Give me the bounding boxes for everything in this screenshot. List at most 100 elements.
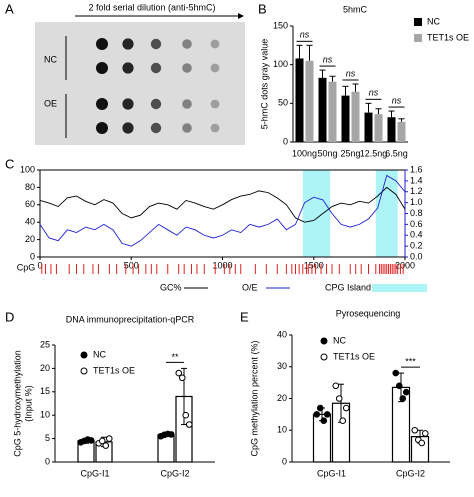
blot-dot <box>182 63 192 73</box>
blot-dot <box>210 63 220 73</box>
significance-label: ** <box>171 352 179 362</box>
data-line <box>39 174 406 247</box>
data-point <box>395 382 403 390</box>
x-tick-label: CpG-I1 <box>317 468 346 478</box>
y-tick-label: 20 <box>25 234 35 244</box>
data-point <box>98 437 106 445</box>
x-tick-label: CpG-I1 <box>80 468 109 478</box>
blot-dot <box>182 39 192 49</box>
data-point <box>342 404 350 412</box>
panel-label: E <box>240 309 249 324</box>
legend-label: TET1s OE <box>333 351 375 361</box>
y-tick-label: 10 <box>40 410 50 420</box>
data-point <box>335 395 343 402</box>
panel-label: A <box>5 1 14 16</box>
legend-swatch <box>414 34 422 42</box>
x-tick-label: 100ng <box>292 148 317 158</box>
annotation: ns <box>392 95 402 105</box>
bar <box>364 112 373 142</box>
data-point <box>411 426 419 434</box>
y-axis-label: (Input %) <box>23 385 33 422</box>
y-tick-label: 0 <box>45 456 50 466</box>
chart-title: DNA immunoprecipitation-qPCR <box>66 314 195 324</box>
chart-title: 5hmC <box>343 4 368 14</box>
legend-label: CPG Island <box>325 282 371 292</box>
data-point <box>392 369 400 377</box>
y-tick-label: 1.4 <box>410 175 423 185</box>
data-point <box>102 442 110 449</box>
blot-dot <box>210 39 220 49</box>
x-tick-label: CpG-I2 <box>160 468 189 478</box>
x-tick-label: 500 <box>124 260 139 270</box>
data-point <box>175 369 183 377</box>
blot-dot <box>96 38 108 50</box>
blot-dot <box>182 123 192 133</box>
y-tick-label: 80 <box>25 182 35 192</box>
bar <box>295 58 304 143</box>
row-label: OE <box>44 98 57 108</box>
legend-swatch <box>414 18 422 26</box>
y-tick-label: 1.6 <box>410 164 423 174</box>
blot-dot <box>96 62 108 74</box>
legend-marker <box>320 353 328 361</box>
data-point <box>421 430 429 437</box>
legend-swatch <box>372 284 427 292</box>
y-tick-label: 60 <box>25 199 35 209</box>
y-tick-label: 0.2 <box>410 241 423 251</box>
annotation: ns <box>369 88 379 98</box>
y-tick-label: 40 <box>25 217 35 227</box>
data-point <box>332 382 340 390</box>
x-tick-label: 0 <box>37 260 42 270</box>
annotation: ns <box>346 68 356 78</box>
legend-marker <box>80 367 88 375</box>
blot-dot <box>150 38 162 50</box>
data-point <box>178 374 186 382</box>
y-axis-label: CpG 5-hydroxymethylation <box>12 350 22 457</box>
y-tick-label: 5 <box>45 433 50 443</box>
y-tick-label: 10 <box>277 425 287 435</box>
y-tick-label: 30 <box>277 361 287 371</box>
blot-dot <box>122 98 134 110</box>
data-point <box>399 395 407 402</box>
blot-title: 2 fold serial dilution (anti-5hmC) <box>88 2 215 12</box>
y-tick-label: 0 <box>283 136 288 146</box>
y-tick-label: 40 <box>277 329 287 339</box>
data-point <box>313 411 321 418</box>
data-point <box>185 421 193 428</box>
blot-dot <box>150 98 162 110</box>
x-axis-label: CpG <box>17 262 36 272</box>
blot-dots <box>96 38 220 134</box>
x-tick-label: 1000 <box>212 260 232 270</box>
panel-label: D <box>5 309 14 324</box>
annotation: ns <box>300 30 310 40</box>
x-tick-label: 2000 <box>395 260 415 270</box>
arrow-head <box>238 13 244 19</box>
blot-dot <box>182 99 192 109</box>
blot-dot <box>122 62 134 74</box>
x-tick-label: 25ng <box>340 148 360 158</box>
legend-label: NC <box>93 349 106 359</box>
bar <box>374 114 383 142</box>
panel-label: B <box>258 1 267 16</box>
data-point <box>402 388 410 396</box>
y-tick-label: 1.2 <box>410 186 423 196</box>
legend-label: TET1s OE <box>93 365 135 375</box>
legend-label: NC <box>427 16 440 26</box>
y-tick-label: 0.6 <box>410 219 423 229</box>
data-point <box>418 439 426 447</box>
blot-dot <box>210 99 220 109</box>
y-tick-label: 20 <box>40 363 50 373</box>
bar <box>305 60 314 142</box>
annotation: ns <box>323 54 333 64</box>
y-tick-label: 0.4 <box>410 230 423 240</box>
y-tick-label: 25 <box>40 339 50 349</box>
row-label: NC <box>44 54 57 64</box>
y-tick-label: 100 <box>20 164 35 174</box>
data-point <box>316 404 324 412</box>
y-tick-label: 100 <box>273 59 288 69</box>
significance-label: *** <box>405 356 416 366</box>
bar <box>351 91 360 142</box>
legend-label: O/E <box>242 282 258 292</box>
blot-dot <box>210 123 220 133</box>
